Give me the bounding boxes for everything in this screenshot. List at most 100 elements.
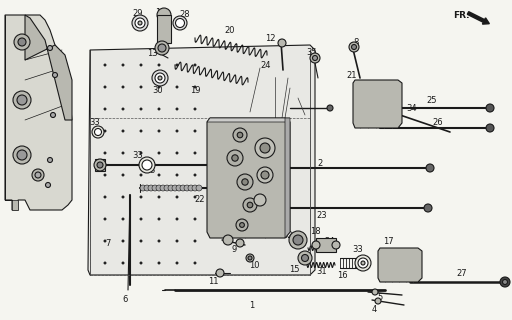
Circle shape — [122, 108, 124, 110]
Circle shape — [236, 239, 244, 247]
Circle shape — [375, 298, 381, 304]
Circle shape — [194, 130, 196, 132]
Text: 9: 9 — [231, 245, 237, 254]
Text: 24: 24 — [325, 237, 335, 246]
Circle shape — [122, 196, 124, 198]
Circle shape — [140, 196, 142, 198]
Text: 30: 30 — [153, 85, 163, 94]
Circle shape — [122, 130, 124, 132]
Circle shape — [172, 185, 178, 191]
Circle shape — [158, 130, 160, 132]
Circle shape — [293, 235, 303, 245]
Circle shape — [140, 130, 142, 132]
Text: 31: 31 — [317, 268, 327, 276]
Polygon shape — [88, 45, 315, 275]
Circle shape — [104, 64, 106, 66]
Circle shape — [155, 73, 165, 83]
Circle shape — [92, 126, 104, 138]
Circle shape — [194, 196, 196, 198]
Circle shape — [194, 108, 196, 110]
Bar — [316, 238, 336, 252]
Circle shape — [35, 172, 41, 178]
Circle shape — [500, 277, 510, 287]
Circle shape — [312, 241, 320, 249]
Circle shape — [158, 174, 160, 176]
Text: FR.: FR. — [453, 11, 470, 20]
Text: 35: 35 — [307, 47, 317, 57]
Circle shape — [144, 185, 150, 191]
Circle shape — [104, 240, 106, 242]
Circle shape — [196, 185, 202, 191]
Circle shape — [355, 255, 371, 271]
Circle shape — [104, 130, 106, 132]
Text: 34: 34 — [407, 103, 417, 113]
Circle shape — [242, 179, 248, 185]
Bar — [157, 15, 171, 43]
Circle shape — [361, 261, 365, 265]
Text: 10: 10 — [249, 260, 259, 269]
Circle shape — [138, 21, 142, 25]
Bar — [95, 159, 105, 171]
Text: 16: 16 — [337, 270, 347, 279]
Circle shape — [135, 18, 145, 28]
Polygon shape — [207, 118, 290, 238]
Text: 33: 33 — [133, 150, 143, 159]
Text: 21: 21 — [347, 70, 357, 79]
Circle shape — [158, 240, 160, 242]
Circle shape — [155, 41, 169, 55]
Circle shape — [140, 262, 142, 264]
Circle shape — [104, 108, 106, 110]
Text: 13: 13 — [146, 49, 157, 58]
Circle shape — [216, 269, 224, 277]
Circle shape — [184, 185, 190, 191]
Circle shape — [160, 185, 166, 191]
Circle shape — [332, 241, 340, 249]
Circle shape — [104, 262, 106, 264]
Circle shape — [176, 86, 178, 88]
Circle shape — [194, 174, 196, 176]
Circle shape — [157, 8, 171, 22]
Text: 29: 29 — [133, 9, 143, 18]
Circle shape — [237, 174, 253, 190]
Circle shape — [158, 152, 160, 154]
Circle shape — [236, 219, 248, 231]
Circle shape — [104, 218, 106, 220]
Circle shape — [358, 258, 368, 268]
Text: 19: 19 — [190, 85, 200, 94]
Circle shape — [237, 132, 243, 138]
Text: 5: 5 — [377, 293, 382, 302]
Circle shape — [158, 108, 160, 110]
Circle shape — [240, 223, 244, 228]
Circle shape — [192, 185, 198, 191]
Circle shape — [104, 174, 106, 176]
Circle shape — [122, 218, 124, 220]
Circle shape — [180, 185, 186, 191]
Circle shape — [13, 146, 31, 164]
Polygon shape — [5, 15, 72, 210]
Circle shape — [158, 86, 160, 88]
Circle shape — [194, 240, 196, 242]
Circle shape — [140, 86, 142, 88]
Text: 1: 1 — [249, 300, 254, 309]
Circle shape — [122, 174, 124, 176]
Circle shape — [176, 19, 184, 28]
Polygon shape — [5, 15, 18, 210]
Text: 22: 22 — [195, 196, 205, 204]
Circle shape — [278, 39, 286, 47]
Circle shape — [312, 55, 317, 60]
Circle shape — [17, 95, 27, 105]
Circle shape — [158, 196, 160, 198]
Circle shape — [94, 159, 106, 171]
Circle shape — [310, 53, 320, 63]
Circle shape — [255, 138, 275, 158]
Circle shape — [13, 91, 31, 109]
Circle shape — [158, 262, 160, 264]
Text: 11: 11 — [208, 277, 218, 286]
Text: 15: 15 — [289, 266, 299, 275]
Circle shape — [176, 152, 178, 154]
Circle shape — [176, 130, 178, 132]
Circle shape — [233, 128, 247, 142]
Text: 7: 7 — [105, 238, 111, 247]
Polygon shape — [285, 118, 290, 238]
Circle shape — [140, 174, 142, 176]
